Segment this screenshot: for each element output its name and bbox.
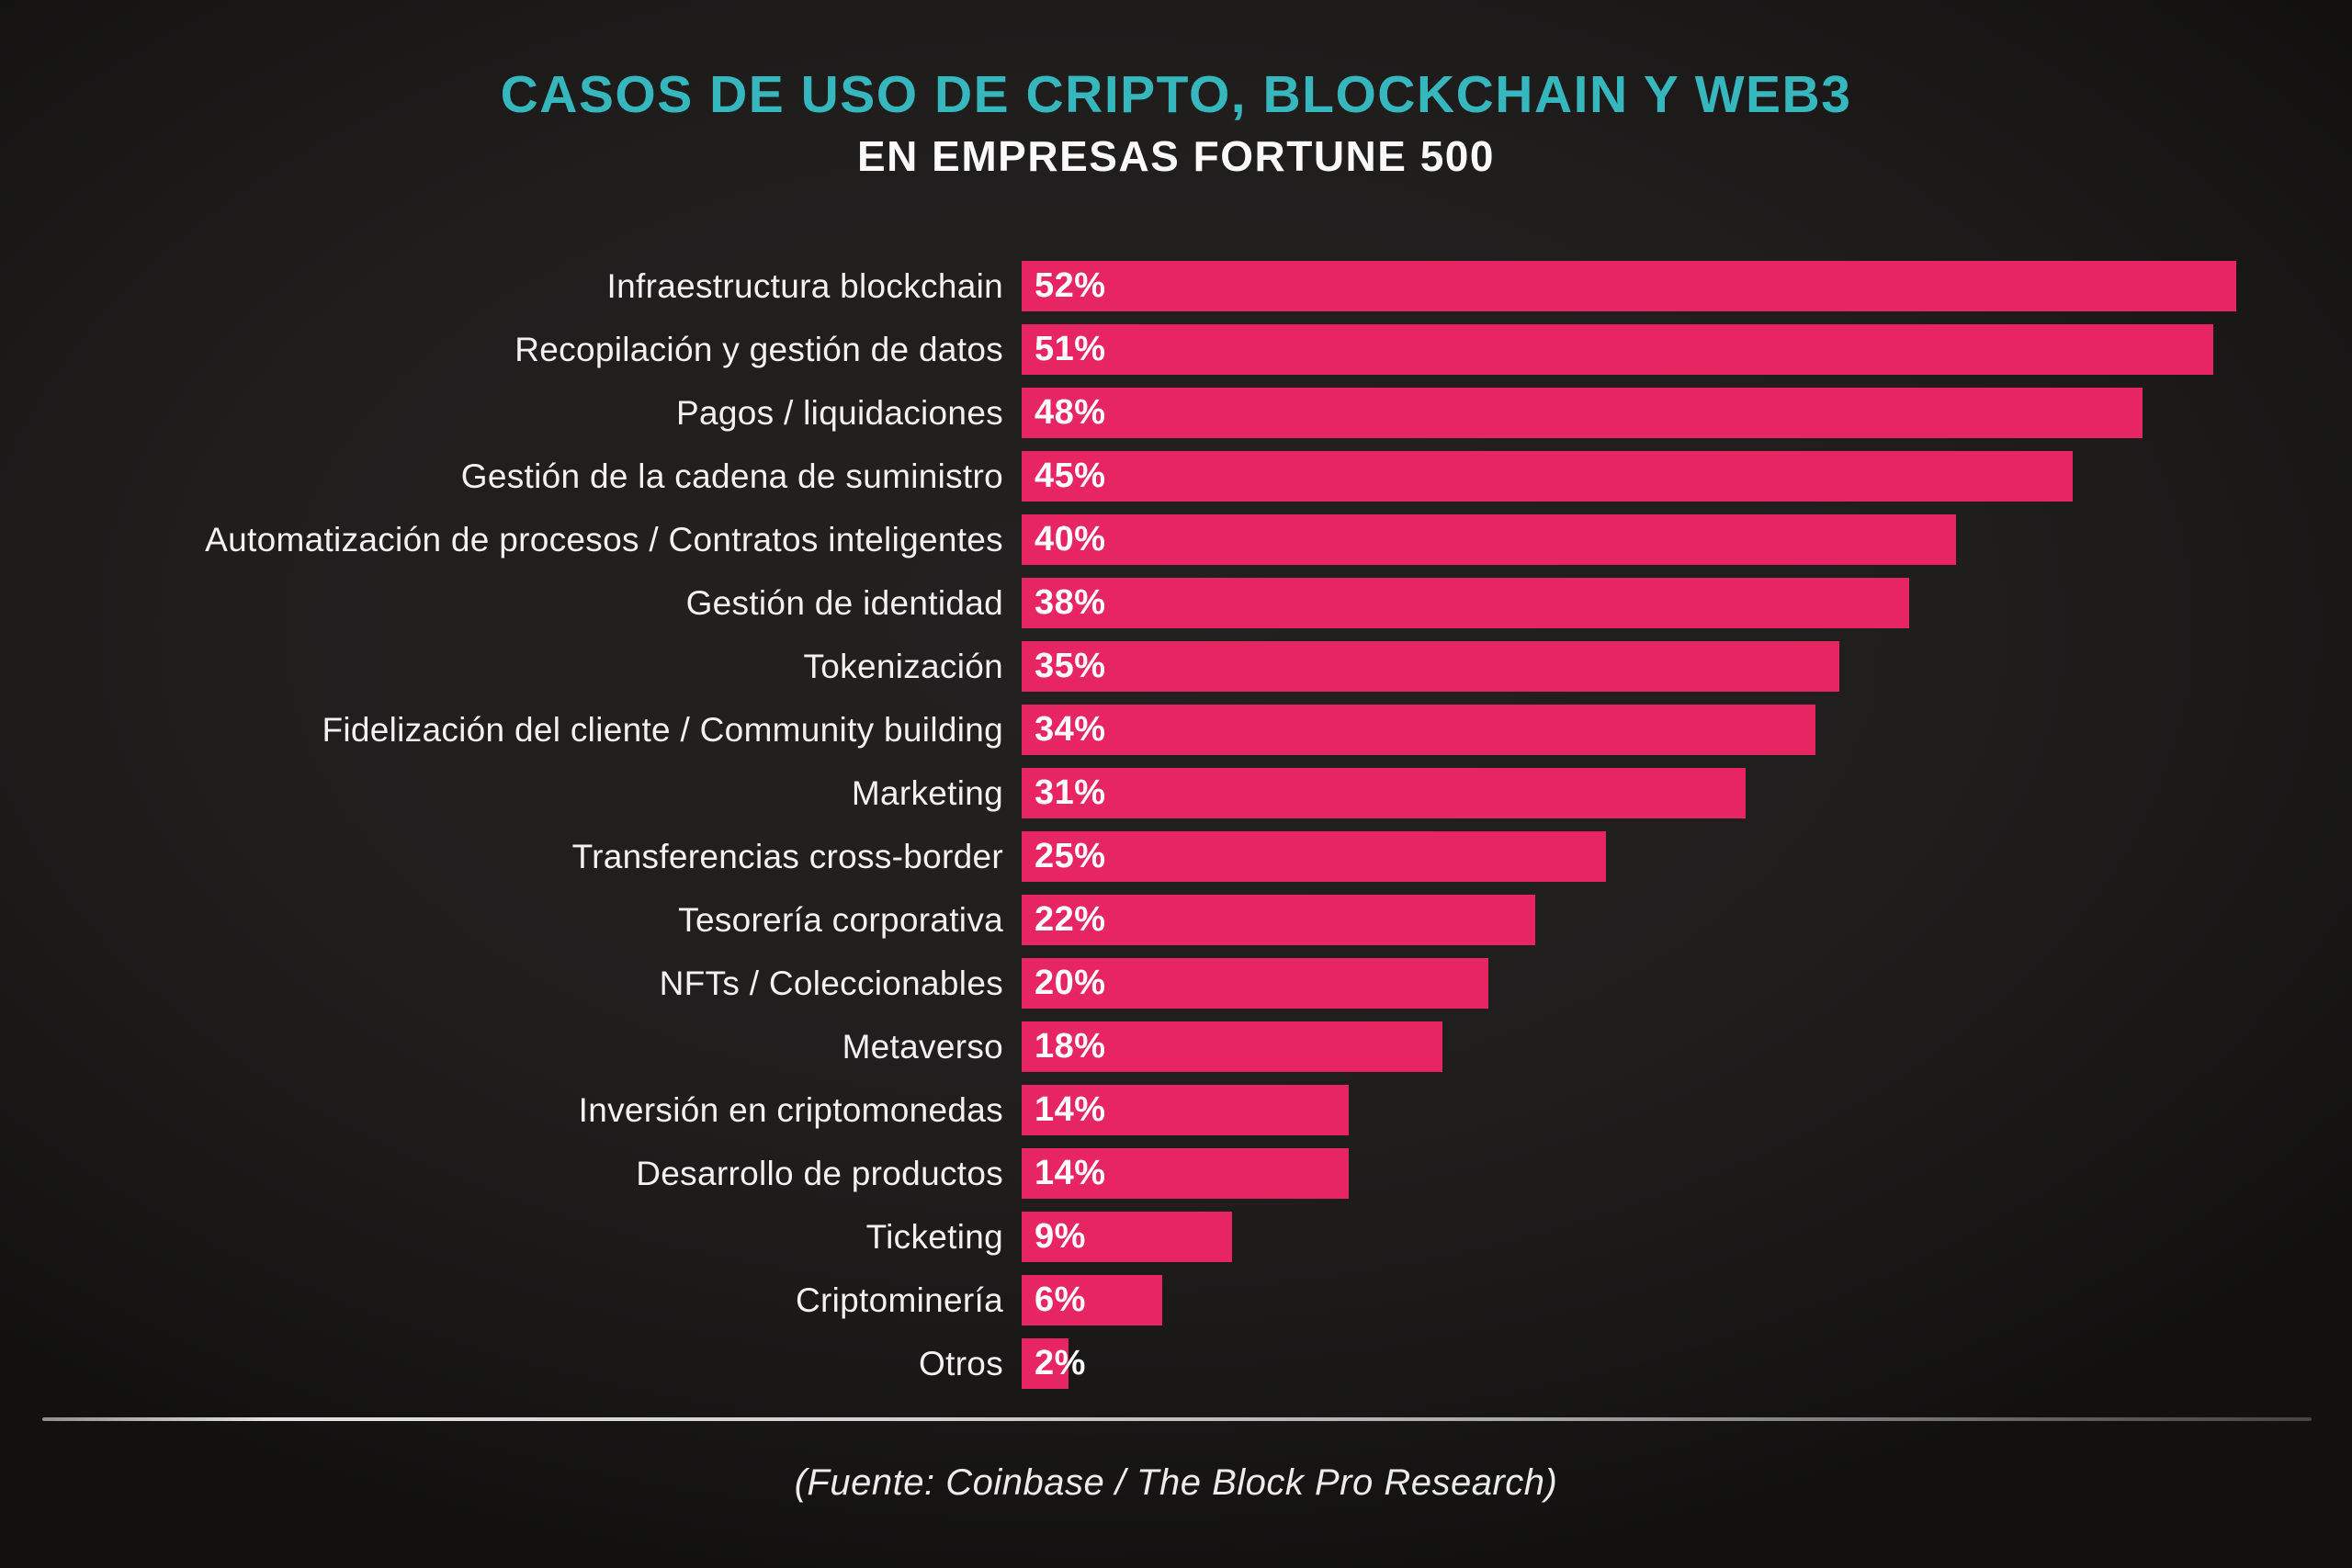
chart-row: NFTs / Coleccionables 20% bbox=[0, 958, 2352, 1009]
bar-track: 22% bbox=[1022, 895, 2236, 945]
bar: 51% bbox=[1022, 324, 2213, 375]
bar: 40% bbox=[1022, 514, 1956, 565]
chart-row: Recopilación y gestión de datos 51% bbox=[0, 324, 2352, 375]
category-label: Ticketing bbox=[865, 1217, 1003, 1256]
bar: 35% bbox=[1022, 641, 1839, 692]
value-label: 25% bbox=[1035, 837, 1106, 875]
bar-track: 14% bbox=[1022, 1148, 2236, 1199]
chart-row: Marketing 31% bbox=[0, 768, 2352, 818]
bar-track: 51% bbox=[1022, 324, 2236, 375]
value-label: 35% bbox=[1035, 647, 1106, 685]
chart-row: Tokenización 35% bbox=[0, 641, 2352, 692]
category-label: Otros bbox=[919, 1344, 1003, 1382]
category-label: Pagos / liquidaciones bbox=[676, 393, 1003, 432]
category-label: Desarrollo de productos bbox=[636, 1154, 1003, 1192]
value-label: 51% bbox=[1035, 330, 1106, 368]
bar-track: 45% bbox=[1022, 451, 2236, 502]
chart-row: Metaverso 18% bbox=[0, 1021, 2352, 1072]
chart-row: Ticketing 9% bbox=[0, 1212, 2352, 1262]
bar: 48% bbox=[1022, 388, 2143, 438]
bar-track: 6% bbox=[1022, 1275, 2236, 1325]
category-label: Metaverso bbox=[842, 1027, 1003, 1066]
page-title: CASOS DE USO DE CRIPTO, BLOCKCHAIN Y WEB… bbox=[500, 65, 1852, 124]
value-label: 14% bbox=[1035, 1090, 1106, 1129]
chart-row: Inversión en criptomonedas 14% bbox=[0, 1085, 2352, 1135]
chart-row: Criptominería 6% bbox=[0, 1275, 2352, 1325]
category-label: Fidelización del cliente / Community bui… bbox=[322, 710, 1003, 749]
bar-track: 9% bbox=[1022, 1212, 2236, 1262]
bar: 6% bbox=[1022, 1275, 1162, 1325]
chart-rows: Infraestructura blockchain 52% Recopilació… bbox=[0, 261, 2352, 1389]
bar-track: 14% bbox=[1022, 1085, 2236, 1135]
bar-track: 40% bbox=[1022, 514, 2236, 565]
value-label: 45% bbox=[1035, 457, 1106, 495]
value-label: 40% bbox=[1035, 520, 1106, 558]
value-label: 6% bbox=[1035, 1280, 1086, 1319]
value-label: 48% bbox=[1035, 393, 1106, 432]
bar: 18% bbox=[1022, 1021, 1442, 1072]
chart-row: Gestión de la cadena de suministro 45% bbox=[0, 451, 2352, 502]
bar: 52% bbox=[1022, 261, 2236, 311]
value-label: 2% bbox=[1035, 1344, 1086, 1382]
chart-row: Fidelización del cliente / Community bui… bbox=[0, 705, 2352, 755]
bar: 31% bbox=[1022, 768, 1747, 818]
value-label: 34% bbox=[1035, 710, 1106, 749]
value-label: 9% bbox=[1035, 1217, 1086, 1256]
category-label: Infraestructura blockchain bbox=[606, 266, 1003, 305]
bar-track: 20% bbox=[1022, 958, 2236, 1009]
bar-track: 31% bbox=[1022, 768, 2236, 818]
category-label: Gestión de identidad bbox=[685, 583, 1003, 622]
bar-chart: Infraestructura blockchain 52% Recopilació… bbox=[0, 261, 2352, 1402]
value-label: 14% bbox=[1035, 1154, 1106, 1192]
chart-row: Tesorería corporativa 22% bbox=[0, 895, 2352, 945]
bar-track: 34% bbox=[1022, 705, 2236, 755]
bar: 20% bbox=[1022, 958, 1489, 1009]
value-label: 31% bbox=[1035, 773, 1106, 812]
chart-header: CASOS DE USO DE CRIPTO, BLOCKCHAIN Y WEB… bbox=[0, 66, 2352, 179]
category-label: Transferencias cross-border bbox=[571, 837, 1003, 875]
footer-divider bbox=[42, 1417, 2312, 1421]
bar: 25% bbox=[1022, 831, 1606, 882]
bar: 38% bbox=[1022, 578, 1910, 628]
bar: 34% bbox=[1022, 705, 1816, 755]
bar: 14% bbox=[1022, 1085, 1349, 1135]
chart-row: Automatización de procesos / Contratos i… bbox=[0, 514, 2352, 565]
value-label: 20% bbox=[1035, 964, 1106, 1002]
bar-track: 35% bbox=[1022, 641, 2236, 692]
chart-row: Pagos / liquidaciones 48% bbox=[0, 388, 2352, 438]
chart-row: Gestión de identidad 38% bbox=[0, 578, 2352, 628]
value-label: 52% bbox=[1035, 266, 1106, 305]
bar-track: 52% bbox=[1022, 261, 2236, 311]
value-label: 18% bbox=[1035, 1027, 1106, 1066]
bar: 22% bbox=[1022, 895, 1536, 945]
category-label: Criptominería bbox=[796, 1280, 1003, 1319]
bar-track: 2% bbox=[1022, 1338, 2236, 1389]
bar-track: 25% bbox=[1022, 831, 2236, 882]
bar: 9% bbox=[1022, 1212, 1232, 1262]
chart-row: Otros 2% bbox=[0, 1338, 2352, 1389]
category-label: Recopilación y gestión de datos bbox=[514, 330, 1003, 368]
bar-track: 18% bbox=[1022, 1021, 2236, 1072]
chart-row: Desarrollo de productos 14% bbox=[0, 1148, 2352, 1199]
category-label: Marketing bbox=[851, 773, 1003, 812]
bar: 2% bbox=[1022, 1338, 1085, 1389]
bar: 45% bbox=[1022, 451, 2074, 502]
source-caption: (Fuente: Coinbase / The Block Pro Resear… bbox=[794, 1462, 1558, 1503]
bar: 14% bbox=[1022, 1148, 1349, 1199]
value-label: 22% bbox=[1035, 900, 1106, 939]
category-label: Gestión de la cadena de suministro bbox=[460, 457, 1003, 495]
category-label: Inversión en criptomonedas bbox=[578, 1090, 1003, 1129]
category-label: Tokenización bbox=[803, 647, 1003, 685]
category-label: NFTs / Coleccionables bbox=[659, 964, 1003, 1002]
category-label: Tesorería corporativa bbox=[678, 900, 1003, 939]
chart-row: Infraestructura blockchain 52% bbox=[0, 261, 2352, 311]
category-label: Automatización de procesos / Contratos i… bbox=[205, 520, 1003, 558]
bar-track: 38% bbox=[1022, 578, 2236, 628]
value-label: 38% bbox=[1035, 583, 1106, 622]
chart-row: Transferencias cross-border 25% bbox=[0, 831, 2352, 882]
page-subtitle: EN EMPRESAS FORTUNE 500 bbox=[857, 131, 1495, 180]
bar-track: 48% bbox=[1022, 388, 2236, 438]
